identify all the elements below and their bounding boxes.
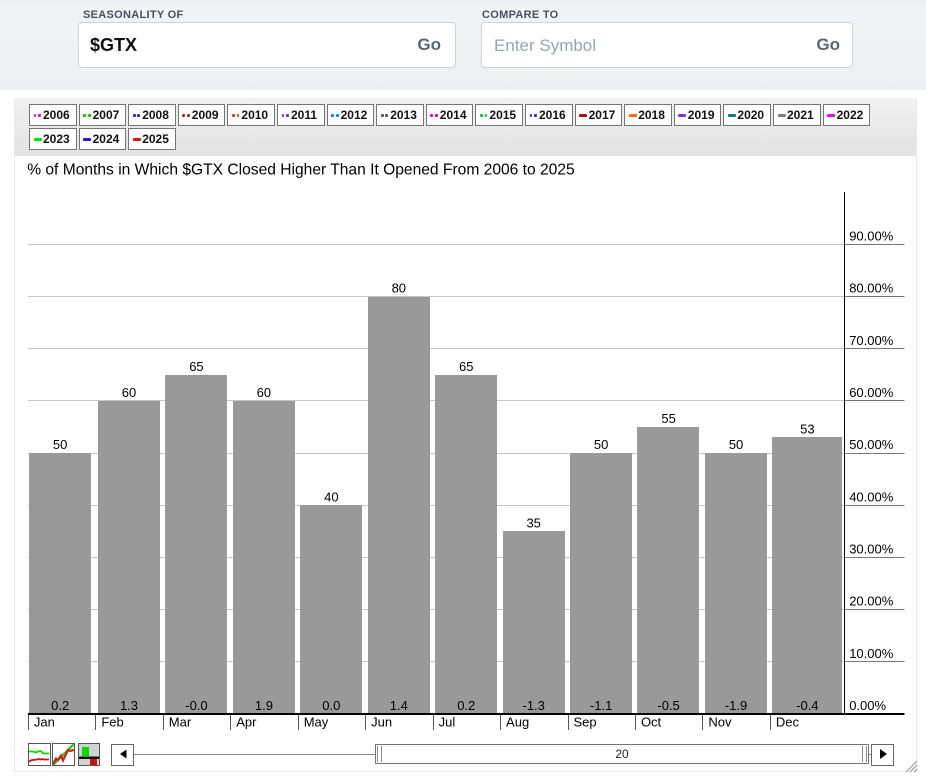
svg-text:Jun: Jun (371, 715, 392, 730)
svg-text:35: 35 (526, 515, 540, 530)
svg-text:40: 40 (324, 489, 338, 504)
svg-text:10.00%: 10.00% (849, 646, 894, 661)
svg-text:Apr: Apr (236, 715, 257, 730)
svg-text:-0.4: -0.4 (796, 698, 818, 713)
svg-text:-1.1: -1.1 (590, 698, 612, 713)
svg-text:30.00%: 30.00% (849, 541, 894, 556)
svg-text:53: 53 (800, 421, 814, 436)
svg-text:-1.3: -1.3 (522, 698, 544, 713)
svg-text:70.00%: 70.00% (849, 333, 894, 348)
svg-text:0.2: 0.2 (457, 698, 475, 713)
svg-text:0.00%: 0.00% (849, 698, 886, 713)
svg-text:% of Months in Which $GTX Clos: % of Months in Which $GTX Closed Higher … (27, 161, 575, 178)
svg-text:50: 50 (53, 437, 67, 452)
svg-text:Dec: Dec (776, 715, 800, 730)
svg-text:Mar: Mar (169, 715, 192, 730)
svg-text:Nov: Nov (708, 715, 732, 730)
svg-text:-0.5: -0.5 (657, 698, 679, 713)
svg-text:20.00%: 20.00% (849, 594, 894, 609)
svg-text:Oct: Oct (641, 715, 662, 730)
svg-text:May: May (304, 715, 329, 730)
svg-text:55: 55 (661, 411, 675, 426)
svg-text:65: 65 (189, 359, 203, 374)
svg-text:80.00%: 80.00% (849, 281, 894, 296)
svg-text:50: 50 (594, 437, 608, 452)
svg-text:60: 60 (257, 385, 271, 400)
svg-text:Sep: Sep (574, 715, 597, 730)
svg-text:40.00%: 40.00% (849, 489, 894, 504)
svg-text:90.00%: 90.00% (849, 228, 894, 243)
svg-text:65: 65 (459, 359, 473, 374)
svg-text:0.2: 0.2 (51, 698, 69, 713)
svg-text:1.4: 1.4 (390, 698, 408, 713)
svg-text:Feb: Feb (101, 715, 123, 730)
svg-text:1.3: 1.3 (120, 698, 138, 713)
svg-text:-1.9: -1.9 (725, 698, 747, 713)
svg-text:80: 80 (392, 281, 406, 296)
svg-text:Jan: Jan (34, 715, 55, 730)
svg-text:50: 50 (729, 437, 743, 452)
svg-text:50.00%: 50.00% (849, 437, 894, 452)
svg-text:0.0: 0.0 (322, 698, 340, 713)
svg-text:-0.0: -0.0 (185, 698, 207, 713)
svg-text:Aug: Aug (506, 715, 529, 730)
svg-text:60.00%: 60.00% (849, 385, 894, 400)
svg-text:60: 60 (122, 385, 136, 400)
svg-text:Jul: Jul (439, 715, 456, 730)
svg-text:1.9: 1.9 (255, 698, 273, 713)
